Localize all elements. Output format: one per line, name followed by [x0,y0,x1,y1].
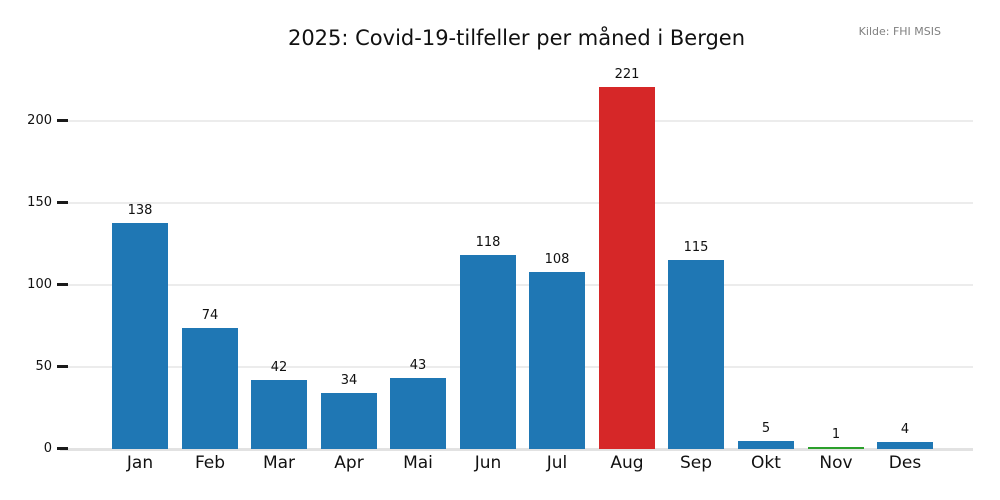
x-axis-tick-label-jun: Jun [474,453,502,473]
bar-mai [390,378,446,449]
x-axis-tick-label-apr: Apr [334,453,364,473]
x-axis-tick-label-okt: Okt [751,453,781,473]
x-axis-tick-label-aug: Aug [610,453,644,473]
bar-value-label-apr: 34 [340,373,358,388]
gridline-y150 [60,202,973,204]
y-axis-tick-mark [57,365,68,368]
x-axis-tick-label-des: Des [888,453,922,473]
bar-sep [668,260,724,449]
x-axis-line [60,448,973,451]
x-axis-tick-label-mar: Mar [262,453,296,473]
bar-value-label-mar: 42 [270,360,288,375]
x-axis-tick-label-nov: Nov [819,453,853,473]
bar-nov [808,447,864,449]
gridline-y100 [60,284,973,286]
x-axis-tick-label-feb: Feb [194,453,226,473]
bar-apr [321,393,377,449]
gridline-y50 [60,366,973,368]
bar-aug [599,87,655,449]
bar-mar [251,380,307,449]
source-note: Kilde: FHI MSIS [858,25,941,38]
bar-jun [460,255,516,449]
bar-feb [182,328,238,449]
gridline-y200 [60,120,973,122]
bar-value-label-feb: 74 [201,308,219,323]
bar-value-label-sep: 115 [683,240,709,255]
bar-value-label-jul: 108 [544,252,570,267]
x-axis-tick-label-jan: Jan [126,453,154,473]
y-axis-tick-label: 100 [27,277,52,292]
bar-value-label-des: 4 [900,422,910,437]
bar-value-label-jan: 138 [127,203,153,218]
x-axis-tick-label-sep: Sep [679,453,713,473]
bar-value-label-okt: 5 [761,421,771,436]
y-axis-tick-label: 0 [43,441,52,456]
bar-value-label-jun: 118 [475,235,501,250]
y-axis-tick-mark [57,119,68,122]
bar-value-label-nov: 1 [831,427,841,442]
x-axis-tick-label-jul: Jul [546,453,568,473]
bar-okt [738,441,794,449]
bar-jul [529,272,585,449]
bar-value-label-aug: 221 [614,67,640,82]
bar-des [877,442,933,449]
y-axis-tick-mark [57,283,68,286]
chart-title: 2025: Covid-19-tilfeller per måned i Ber… [287,26,746,50]
y-axis-tick-mark [57,201,68,204]
y-axis-tick-mark [57,447,68,450]
y-axis-tick-label: 200 [27,113,52,128]
y-axis-tick-label: 150 [27,195,52,210]
y-axis-tick-label: 50 [35,359,52,374]
x-axis-tick-label-mai: Mai [403,453,433,473]
bar-value-label-mai: 43 [409,358,427,373]
bar-jan [112,223,168,449]
